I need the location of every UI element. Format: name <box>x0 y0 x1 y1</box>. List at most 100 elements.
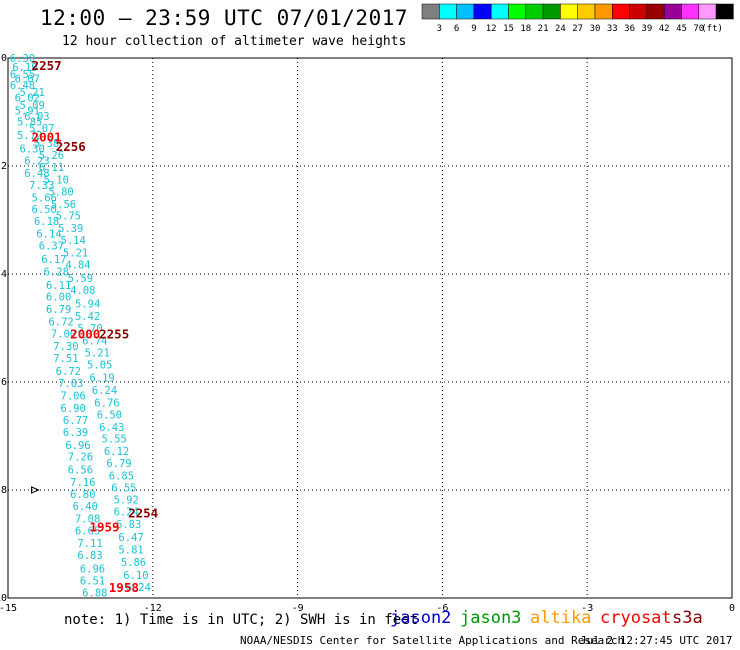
wave-height-point: 5.05 <box>87 360 112 372</box>
pass-time-label: 2255 <box>99 326 129 341</box>
lat-tick-label: 0 <box>1 53 7 64</box>
wave-height-point: 5.72 <box>17 130 42 142</box>
scale-label: 27 <box>572 24 583 34</box>
pass-time-label: 2000 <box>70 326 100 341</box>
wave-height-point: 6.24 <box>92 385 117 397</box>
wave-height-point: 6.83 <box>77 550 102 562</box>
legend-s3a: s3a <box>672 608 703 628</box>
wave-height-point: 6.50 <box>97 409 122 421</box>
footer-note: note: 1) Time is in UTC; 2) SWH is in fe… <box>64 612 419 628</box>
scale-label: 39 <box>641 24 652 34</box>
wave-height-point: 5.59 <box>68 273 93 285</box>
legend-altika: altika <box>530 608 592 628</box>
wave-height-point: 4.84 <box>65 259 90 271</box>
scale-label: 18 <box>520 24 531 34</box>
wave-height-point: 7.33 <box>29 180 54 192</box>
footer-timestamp: Jul 2 12:27:45 UTC 2017 <box>580 634 733 647</box>
wave-height-point: 6.96 <box>80 563 105 575</box>
wave-height-point: 6.85 <box>109 470 134 482</box>
wave-height-point: 5.81 <box>118 544 143 556</box>
page-title: 12:00 — 23:59 UTC 07/01/2017 <box>40 6 409 30</box>
wave-height-point: 7.06 <box>61 391 86 403</box>
wave-height-point: 6.50 <box>32 204 57 216</box>
wave-height-point: 6.39 <box>63 427 88 439</box>
wave-height-point: 7.03 <box>58 378 83 390</box>
wave-height-point: 5.56 <box>51 199 76 211</box>
pass-time-label: 1958 <box>109 580 139 595</box>
lat-tick-label: -6 <box>0 377 7 388</box>
wave-height-point: 6.47 <box>118 532 143 544</box>
scale-label: 42 <box>659 24 670 34</box>
wave-height-point: 5.21 <box>63 247 88 259</box>
scale-swatch <box>715 3 734 20</box>
wave-height-point: 7.16 <box>70 477 95 489</box>
wave-height-point: 6.88 <box>82 588 107 600</box>
wave-height-point: 5.39 <box>58 223 83 235</box>
wave-height-point: 6.48 <box>10 80 35 92</box>
scale-label: 30 <box>590 24 601 34</box>
lon-tick-label: 0 <box>729 603 735 614</box>
lon-tick-label: -9 <box>292 603 304 614</box>
wave-height-point: 6.17 <box>41 254 66 266</box>
wave-height-point: 6.23 <box>24 156 49 168</box>
wave-height-point: 6.19 <box>89 373 114 385</box>
wave-height-point: 6.02 <box>15 92 40 104</box>
wave-height-point: 5.86 <box>121 557 146 569</box>
wave-height-point: 5.70 <box>77 323 102 335</box>
wave-height-point: 6.72 <box>48 317 73 329</box>
lat-tick-label: -10 <box>0 593 7 604</box>
wave-height-point: 5.21 <box>85 347 110 359</box>
wave-height-point: 6.11 <box>39 162 64 174</box>
wave-height-point: 5.80 <box>48 186 73 198</box>
footer-credit: NOAA/NESDIS Center for Satellite Applica… <box>240 634 625 647</box>
scale-unit: (ft) <box>701 24 723 34</box>
lat-tick-label: -8 <box>0 485 7 496</box>
wave-height-point: 5.92 <box>114 495 139 507</box>
scale-label: 15 <box>503 24 514 34</box>
wave-height-point: 6.76 <box>94 398 119 410</box>
scale-label: 3 <box>437 24 442 34</box>
wave-height-point: 4.08 <box>70 285 95 297</box>
legend-cryosat: cryosat <box>600 608 672 628</box>
wave-height-point: 6.12 <box>104 446 129 458</box>
wave-height-point: 5.14 <box>61 235 86 247</box>
scale-label: 21 <box>538 24 549 34</box>
wave-height-point: 6.79 <box>46 304 71 316</box>
wave-height-point: 7.00 <box>51 328 76 340</box>
wave-height-point: 6.40 <box>73 501 98 513</box>
pass-time-label: 2001 <box>32 129 62 144</box>
pass-time-label: 2256 <box>56 139 86 154</box>
wave-height-point: 5.26 <box>39 150 64 162</box>
wave-height-point: 6.51 <box>80 576 105 588</box>
wave-height-point: 6.28 <box>44 266 69 278</box>
scale-label: 70 <box>693 24 704 34</box>
scale-label: 9 <box>471 24 476 34</box>
wave-height-point: 6.37 <box>39 240 64 252</box>
lon-tick-label: -12 <box>144 603 162 614</box>
wave-height-point: 6.19 <box>12 62 37 74</box>
lat-tick-label: -2 <box>0 161 7 172</box>
color-scale-bar: 3 6 9 12 15 18 21 24 27 30 33 36 39 42 45 70(ft) <box>421 3 734 34</box>
pass-time-label: 2257 <box>32 58 62 73</box>
wave-height-point: 5.10 <box>44 175 69 187</box>
scale-label: 12 <box>486 24 497 34</box>
pass-time-label: 1959 <box>89 520 119 535</box>
wave-height-point: 7.26 <box>68 452 93 464</box>
wave-height-point: 5.09 <box>19 100 44 112</box>
lon-tick-label: -6 <box>436 603 448 614</box>
wave-height-point: 6.24 <box>114 507 139 519</box>
wave-height-point: 7.11 <box>77 538 102 550</box>
wave-height-point: 6.56 <box>68 464 93 476</box>
wave-height-point: 5.07 <box>29 123 54 135</box>
wave-height-point: 6.48 <box>24 168 49 180</box>
wave-height-point: 6.14 <box>36 229 61 241</box>
scale-label: 45 <box>676 24 687 34</box>
page-subtitle: 12 hour collection of altimeter wave hei… <box>62 34 407 49</box>
wave-height-point: 6.43 <box>99 422 124 434</box>
wave-height-point: 5.91 <box>15 105 40 117</box>
wave-height-point: 6.77 <box>63 415 88 427</box>
wave-height-point: 6.96 <box>65 440 90 452</box>
wave-height-point: 6.90 <box>61 403 86 415</box>
wave-height-point: 6.00 <box>46 292 71 304</box>
